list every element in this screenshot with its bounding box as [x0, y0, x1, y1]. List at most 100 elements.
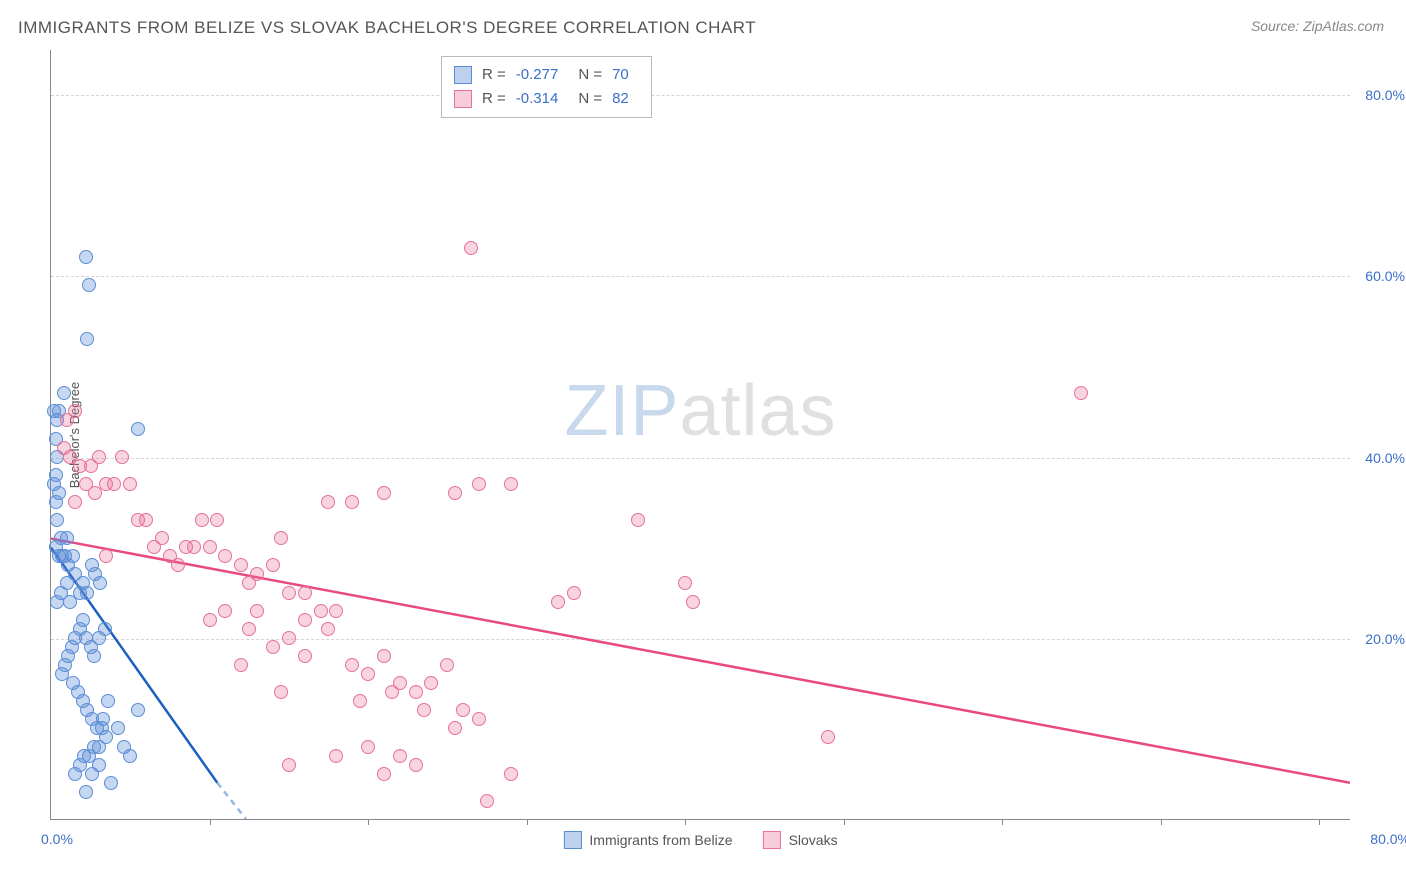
- legend-item-pink: Slovaks: [763, 831, 838, 849]
- point-slovak: [361, 740, 375, 754]
- point-slovak: [274, 531, 288, 545]
- point-slovak: [115, 450, 129, 464]
- point-slovak: [250, 567, 264, 581]
- point-slovak: [456, 703, 470, 717]
- point-belize: [50, 513, 64, 527]
- point-slovak: [155, 531, 169, 545]
- y-tick-label: 40.0%: [1365, 450, 1405, 466]
- point-slovak: [298, 649, 312, 663]
- point-slovak: [218, 549, 232, 563]
- point-slovak: [631, 513, 645, 527]
- point-belize: [96, 712, 110, 726]
- point-slovak: [464, 241, 478, 255]
- point-belize: [131, 422, 145, 436]
- point-slovak: [123, 477, 137, 491]
- y-tick-label: 60.0%: [1365, 268, 1405, 284]
- point-slovak: [321, 622, 335, 636]
- point-slovak: [203, 613, 217, 627]
- point-belize: [82, 278, 96, 292]
- point-slovak: [424, 676, 438, 690]
- x-tick: [844, 819, 845, 825]
- swatch-blue-icon: [563, 831, 581, 849]
- point-belize: [111, 721, 125, 735]
- point-slovak: [266, 640, 280, 654]
- point-slovak: [472, 477, 486, 491]
- point-slovak: [68, 495, 82, 509]
- y-tick-label: 20.0%: [1365, 631, 1405, 647]
- point-slovak: [92, 450, 106, 464]
- point-belize: [66, 549, 80, 563]
- point-slovak: [298, 586, 312, 600]
- x-axis-max-label: 80.0%: [1370, 831, 1406, 847]
- point-slovak: [203, 540, 217, 554]
- point-slovak: [218, 604, 232, 618]
- point-slovak: [345, 658, 359, 672]
- point-slovak: [195, 513, 209, 527]
- point-slovak: [266, 558, 280, 572]
- point-slovak: [504, 477, 518, 491]
- point-slovak: [107, 477, 121, 491]
- point-slovak: [345, 495, 359, 509]
- point-slovak: [187, 540, 201, 554]
- point-slovak: [678, 576, 692, 590]
- point-belize: [93, 576, 107, 590]
- point-slovak: [99, 549, 113, 563]
- point-slovak: [448, 486, 462, 500]
- x-tick: [1002, 819, 1003, 825]
- point-slovak: [361, 667, 375, 681]
- point-slovak: [282, 758, 296, 772]
- point-slovak: [329, 604, 343, 618]
- point-slovak: [282, 586, 296, 600]
- legend-label-pink: Slovaks: [789, 832, 838, 848]
- x-tick: [210, 819, 211, 825]
- x-tick: [1161, 819, 1162, 825]
- scatter-points: [51, 50, 1350, 819]
- point-belize: [92, 758, 106, 772]
- point-slovak: [329, 749, 343, 763]
- point-belize: [80, 586, 94, 600]
- point-belize: [49, 495, 63, 509]
- point-belize: [60, 531, 74, 545]
- source-attribution: Source: ZipAtlas.com: [1251, 18, 1384, 34]
- point-slovak: [480, 794, 494, 808]
- point-slovak: [409, 685, 423, 699]
- point-belize: [68, 767, 82, 781]
- point-slovak: [234, 558, 248, 572]
- point-slovak: [234, 658, 248, 672]
- point-slovak: [504, 767, 518, 781]
- point-slovak: [68, 404, 82, 418]
- point-slovak: [88, 486, 102, 500]
- point-slovak: [314, 604, 328, 618]
- point-slovak: [298, 613, 312, 627]
- point-slovak: [377, 486, 391, 500]
- point-belize: [123, 749, 137, 763]
- x-tick: [1319, 819, 1320, 825]
- point-belize: [80, 332, 94, 346]
- point-slovak: [274, 685, 288, 699]
- point-slovak: [353, 694, 367, 708]
- y-tick-label: 80.0%: [1365, 87, 1405, 103]
- point-slovak: [1074, 386, 1088, 400]
- point-belize: [57, 386, 71, 400]
- point-slovak: [686, 595, 700, 609]
- point-belize: [79, 785, 93, 799]
- point-slovak: [472, 712, 486, 726]
- point-slovak: [321, 495, 335, 509]
- point-slovak: [448, 721, 462, 735]
- point-slovak: [385, 685, 399, 699]
- x-tick: [368, 819, 369, 825]
- legend-label-blue: Immigrants from Belize: [589, 832, 732, 848]
- legend-item-blue: Immigrants from Belize: [563, 831, 732, 849]
- point-belize: [79, 250, 93, 264]
- point-slovak: [409, 758, 423, 772]
- point-slovak: [393, 749, 407, 763]
- chart-plot-area: ZIPatlas Bachelor's Degree 20.0%40.0%60.…: [50, 50, 1350, 820]
- point-slovak: [377, 649, 391, 663]
- swatch-pink-icon: [763, 831, 781, 849]
- point-slovak: [250, 604, 264, 618]
- point-slovak: [282, 631, 296, 645]
- legend: Immigrants from Belize Slovaks: [563, 831, 837, 849]
- point-slovak: [242, 622, 256, 636]
- x-tick: [685, 819, 686, 825]
- point-slovak: [821, 730, 835, 744]
